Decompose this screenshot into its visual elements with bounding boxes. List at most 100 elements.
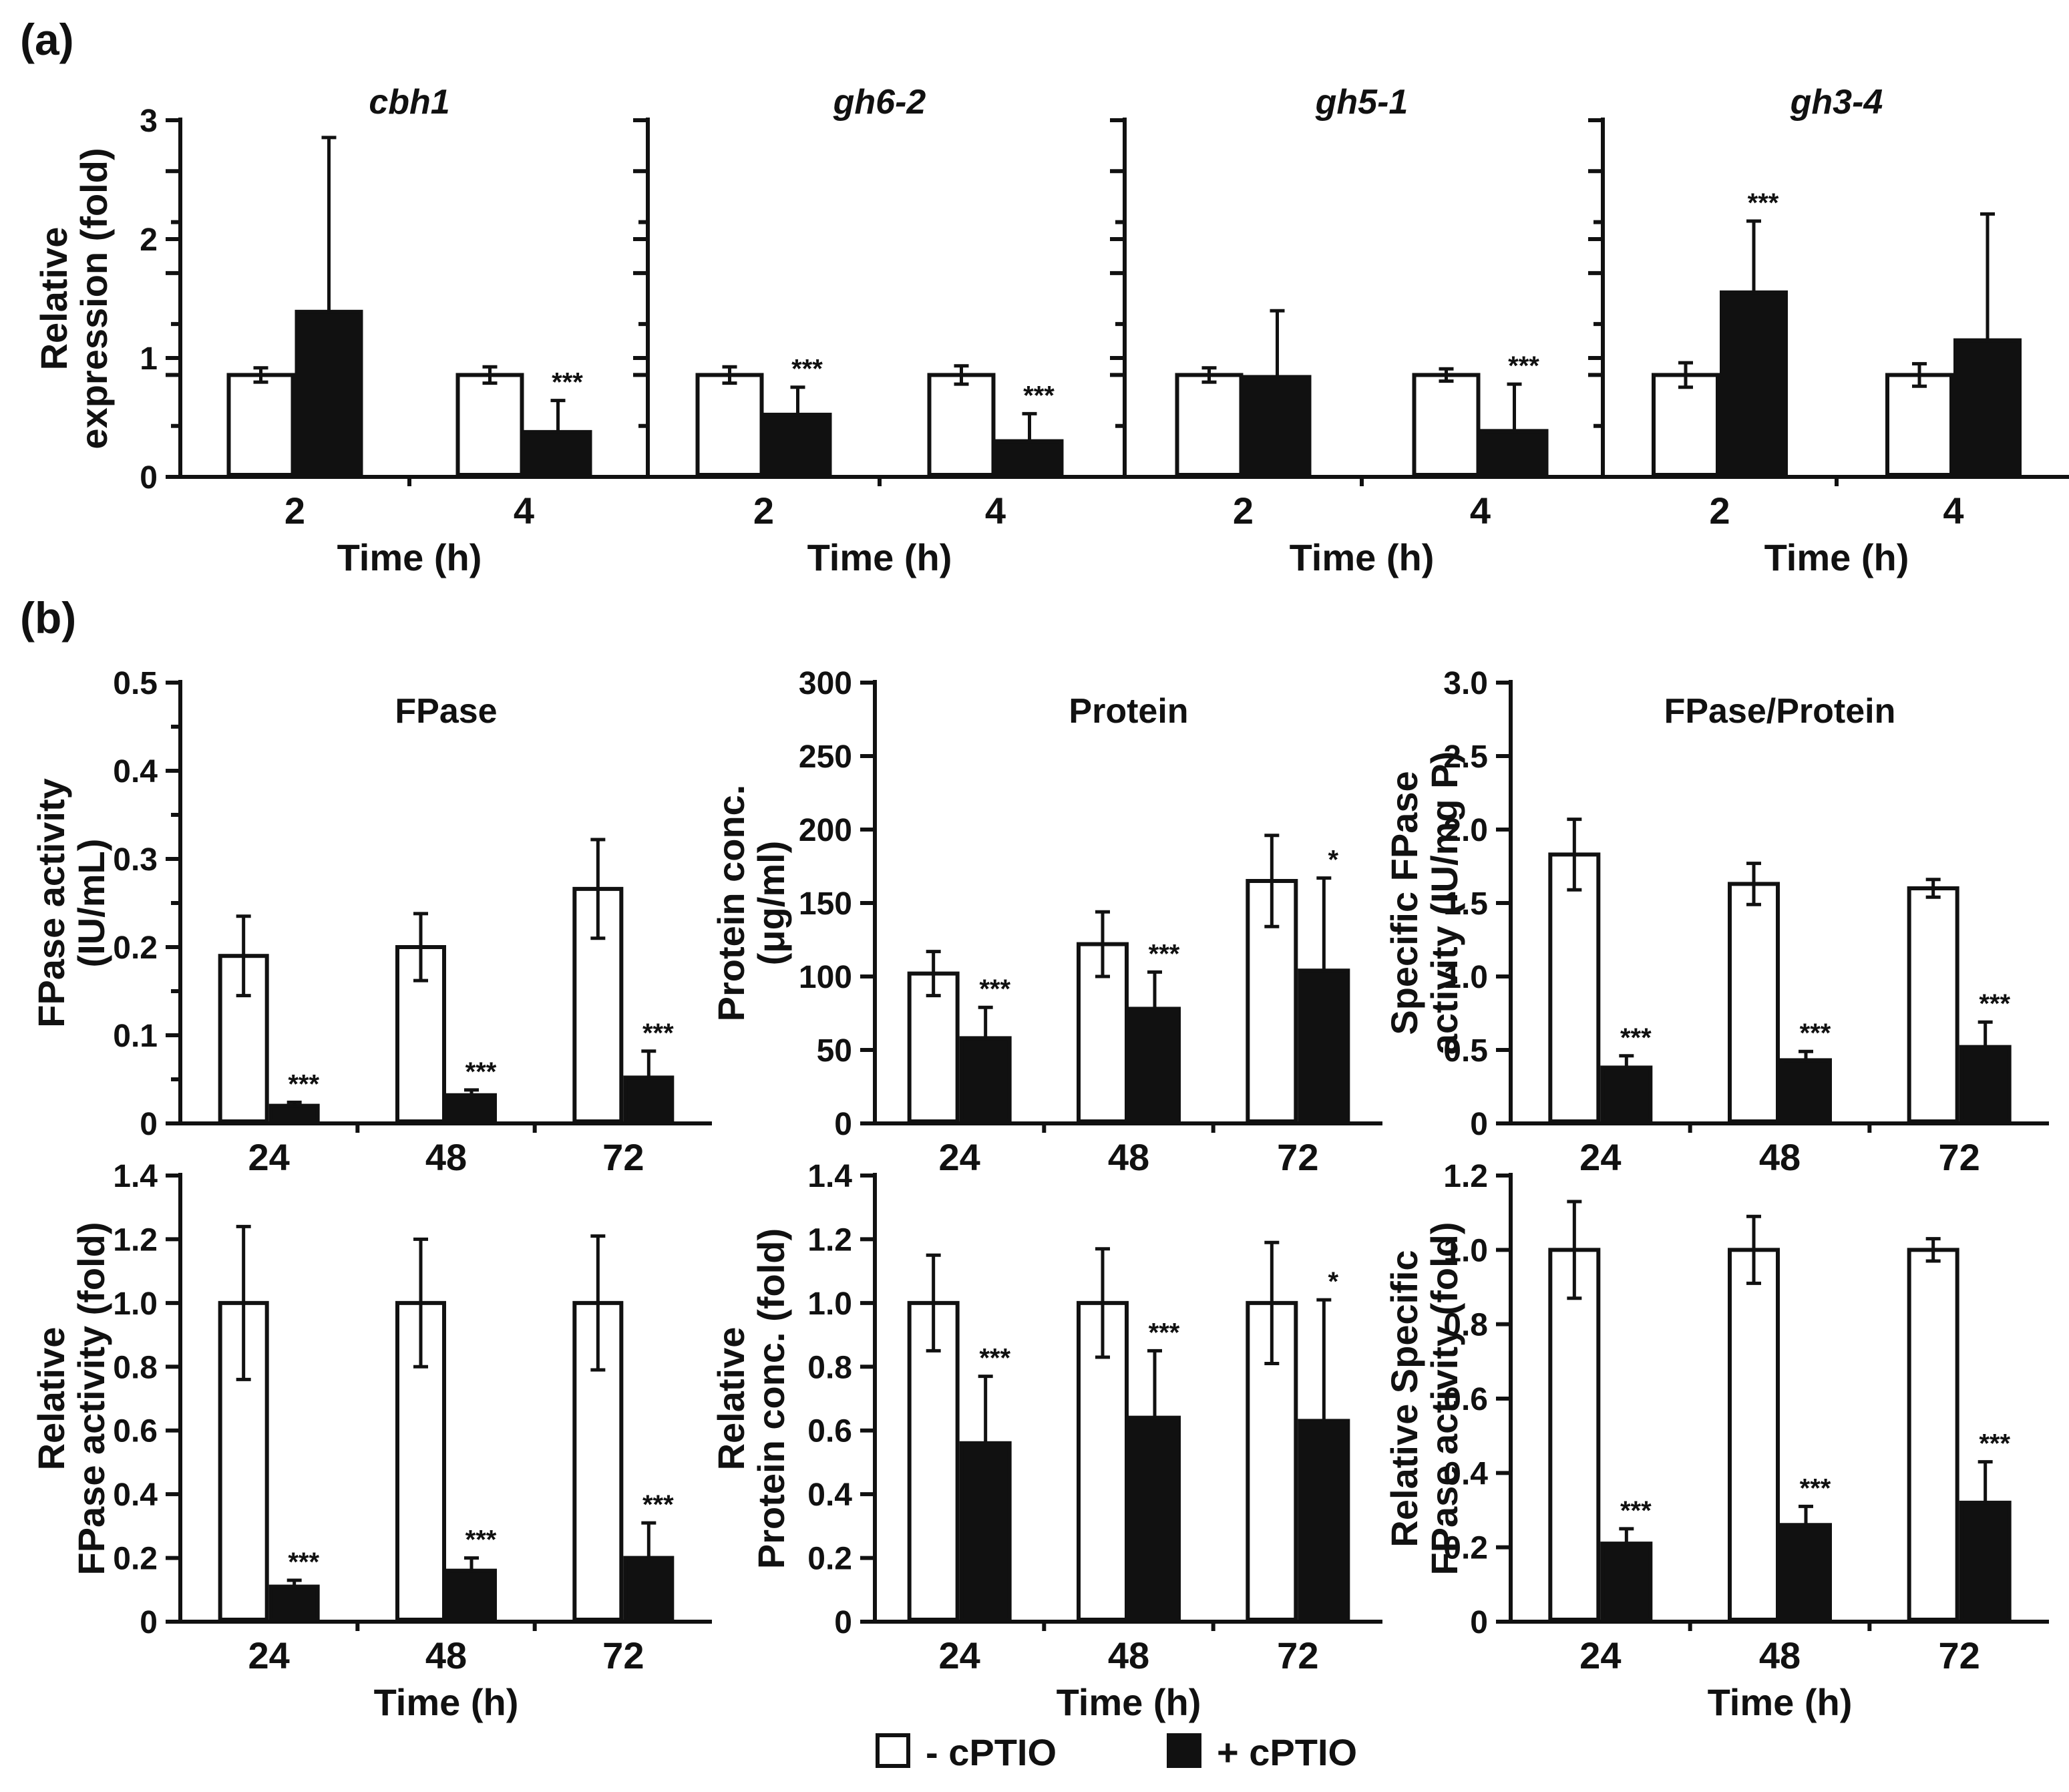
bar-treated-protein-72 — [1298, 968, 1350, 1123]
x-axis-title-gh3-4: Time (h) — [1764, 536, 1909, 578]
significance-label-rel-specific: *** — [1800, 1473, 1831, 1503]
y-tick-label-protein: 0 — [834, 1107, 852, 1142]
panel-label-a: (a) — [20, 15, 74, 64]
bar-control-protein-48 — [1077, 942, 1129, 1123]
significance-label-gh6-2: *** — [1023, 381, 1055, 410]
chart-title-fpase: FPase — [395, 692, 497, 731]
chart-fpase: 0 0.1 0.2 0.3 0.4 0.5 24 *** 48 *** 72 *** FPase FPas… — [30, 666, 712, 1178]
significance-label-cbh1: *** — [552, 368, 583, 397]
legend-swatch-treated — [1167, 1733, 1201, 1768]
bar-treated-fpase-48 — [446, 1093, 497, 1124]
x-tick-label-fpase: 48 — [425, 1136, 467, 1178]
x-tick-label-cbh1: 2 — [285, 490, 305, 532]
x-tick-label-gh6-2: 4 — [985, 490, 1006, 532]
bar-treated-specific-72 — [1959, 1045, 2012, 1123]
x-tick-label-rel-specific: 72 — [1939, 1634, 1980, 1676]
x-tick-label-rel-fpase: 24 — [248, 1634, 290, 1676]
significance-label-gh3-4: *** — [1748, 188, 1779, 218]
y-tick-label-protein: 250 — [799, 739, 852, 775]
y-tick-label-cbh1: 0 — [140, 460, 158, 496]
panel-label-b: (b) — [20, 593, 76, 643]
bar-control-rel-specific-24 — [1548, 1248, 1601, 1622]
chart-title-gh3-4: gh3-4 — [1790, 83, 1883, 122]
y-tick-label-specific: 0.5 — [1443, 1033, 1488, 1069]
significance-label-rel-specific: *** — [1620, 1496, 1652, 1526]
legend-label-control: - cPTIO — [926, 1731, 1057, 1773]
significance-label-specific: *** — [1620, 1023, 1652, 1053]
bar-treated-rel-specific-72 — [1959, 1500, 2012, 1622]
y-tick-label-specific: 2.5 — [1443, 739, 1488, 775]
y-tick-label-rel-fpase: 1.4 — [113, 1159, 158, 1194]
y-tick-label-protein: 150 — [799, 886, 852, 922]
y-tick-label-cbh1: 1 — [140, 341, 158, 377]
bar-treated-gh6-2-2 — [763, 412, 832, 478]
x-tick-label-gh6-2: 2 — [753, 490, 774, 532]
significance-label-fpase: *** — [288, 1069, 319, 1099]
y-tick-label-rel-fpase: 0.4 — [113, 1477, 158, 1513]
chart-specific: 0 0.5 1.0 1.5 2.0 2.5 3.0 24 *** 48 *** 72 *** FPase/… — [1383, 666, 2049, 1178]
y-axis-title-rel-fpase: Relative — [30, 1327, 72, 1471]
y-axis-title-fpase: FPase activity — [30, 778, 72, 1028]
y-tick-label-rel-protein: 0 — [834, 1605, 852, 1640]
x-tick-label-rel-specific: 24 — [1579, 1634, 1621, 1676]
y-axis-title-cbh1: Relative — [33, 227, 75, 371]
y-tick-label-protein: 200 — [799, 813, 852, 848]
chart-rel-specific: 0 0.2 0.4 0.6 0.8 1.0 1.2 24 *** 48 *** 72 *** Time (… — [1383, 1159, 2049, 1723]
bar-treated-rel-fpase-24 — [268, 1584, 320, 1622]
chart-title-specific: FPase/Protein — [1664, 692, 1896, 731]
y-tick-label-fpase: 0.2 — [113, 930, 158, 966]
bar-control-rel-specific-48 — [1728, 1248, 1780, 1622]
x-axis-title-rel-protein: Time (h) — [1057, 1681, 1201, 1723]
y-tick-label-specific: 0 — [1470, 1107, 1488, 1142]
significance-label-gh5-1: *** — [1508, 351, 1539, 381]
bar-control-gh6-2-4 — [927, 373, 996, 478]
bar-treated-rel-protein-48 — [1129, 1415, 1181, 1622]
y-tick-label-protein: 100 — [799, 960, 852, 995]
chart-gh3-4: 2 *** 4 gh3-4 Time (h) — [1588, 83, 2069, 578]
x-tick-label-gh3-4: 2 — [1709, 490, 1730, 532]
y-tick-label-specific: 1.0 — [1443, 960, 1488, 995]
y-tick-label-fpase: 0 — [140, 1107, 158, 1142]
y-tick-label-rel-protein: 1.2 — [807, 1222, 852, 1258]
x-tick-label-gh5-1: 2 — [1233, 490, 1254, 532]
x-tick-label-rel-specific: 48 — [1759, 1634, 1801, 1676]
bar-treated-cbh1-4 — [524, 429, 592, 478]
y-tick-label-rel-specific: 1.2 — [1443, 1159, 1488, 1194]
bar-treated-specific-24 — [1600, 1065, 1653, 1124]
significance-label-fpase: *** — [642, 1019, 674, 1048]
y-tick-label-specific: 3.0 — [1443, 666, 1488, 701]
bar-treated-gh6-2-4 — [995, 439, 1064, 477]
x-tick-label-cbh1: 4 — [514, 490, 534, 532]
y-axis-title-cbh1: expression (fold) — [73, 148, 115, 449]
significance-label-protein: *** — [979, 974, 1010, 1004]
legend-swatch-control — [876, 1733, 910, 1768]
bar-control-specific-72 — [1907, 886, 1959, 1123]
y-tick-label-rel-protein: 1.4 — [807, 1159, 852, 1194]
chart-protein: 0 50 100 150 200 250 300 24 *** 48 *** 72 * Protein Pr… — [710, 666, 1382, 1178]
bar-treated-protein-48 — [1129, 1007, 1181, 1124]
x-tick-label-fpase: 24 — [248, 1136, 290, 1178]
legend-label-treated: + cPTIO — [1217, 1731, 1357, 1773]
bar-control-specific-48 — [1728, 882, 1780, 1124]
y-tick-label-rel-fpase: 0.2 — [113, 1542, 158, 1577]
x-tick-label-rel-protein: 24 — [939, 1634, 980, 1676]
x-tick-label-fpase: 72 — [602, 1136, 644, 1178]
y-axis-title-specific: activity (IU/mg P) — [1423, 751, 1465, 1055]
significance-label-rel-fpase: *** — [642, 1490, 674, 1519]
significance-label-protein: *** — [1149, 939, 1180, 968]
bar-treated-protein-24 — [959, 1036, 1012, 1124]
significance-label-fpase: *** — [465, 1057, 497, 1087]
y-tick-label-rel-protein: 0.2 — [807, 1542, 852, 1577]
y-axis-title-protein: Protein conc. — [710, 785, 752, 1022]
y-tick-label-protein: 300 — [799, 666, 852, 701]
x-tick-label-protein: 72 — [1277, 1136, 1318, 1178]
x-tick-label-rel-fpase: 48 — [425, 1634, 467, 1676]
y-axis-title-rel-protein: Relative — [710, 1327, 752, 1471]
bar-control-gh5-1-4 — [1412, 373, 1481, 478]
bar-treated-gh5-1-2 — [1243, 375, 1312, 477]
chart-rel-fpase: 0 0.2 0.4 0.6 0.8 1.0 1.2 1.4 24 *** 48 *** 72 *** Tim… — [30, 1159, 712, 1723]
bar-treated-gh3-4-4 — [1953, 338, 2022, 477]
y-axis-title-protein: (μg/ml) — [750, 841, 792, 966]
x-tick-label-gh3-4: 4 — [1943, 490, 1963, 532]
bar-treated-fpase-24 — [268, 1103, 320, 1123]
